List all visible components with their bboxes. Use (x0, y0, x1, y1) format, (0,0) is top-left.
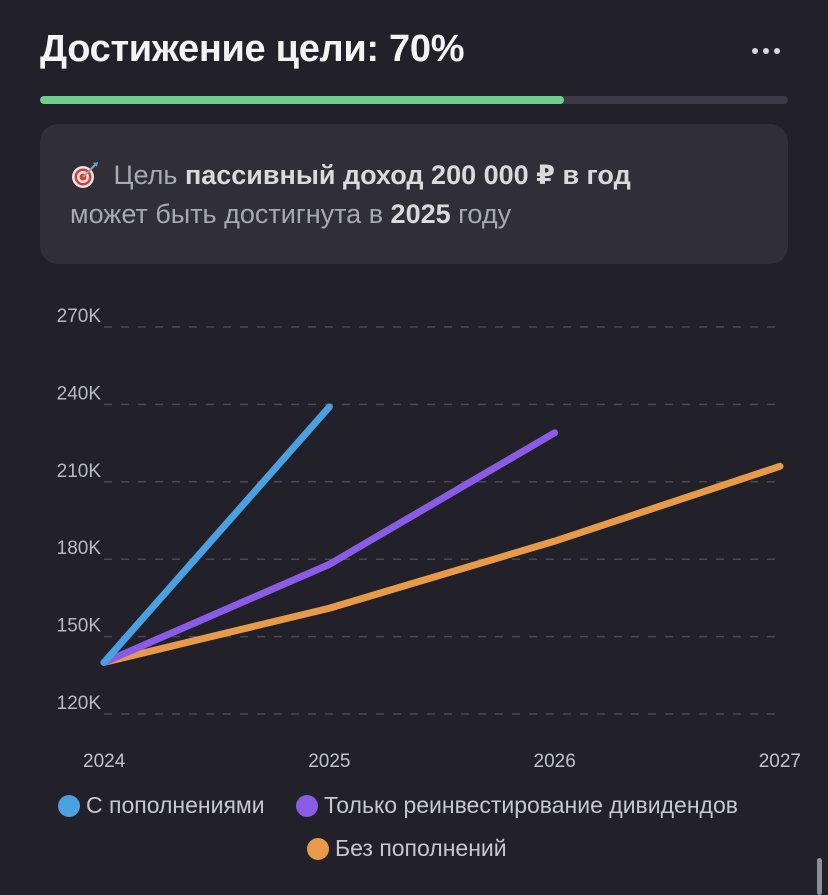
target-dart-icon (72, 162, 98, 188)
y-tick-label: 150K (57, 616, 102, 637)
more-options-button[interactable] (744, 34, 788, 68)
legend-dot (58, 794, 80, 817)
y-tick-label: 180K (57, 538, 102, 559)
more-dot (774, 48, 780, 54)
goal-progress-bar (40, 96, 788, 104)
more-dot (763, 48, 769, 54)
goal-line-1: Цель пассивный доход 200 000 ₽ в год (70, 156, 758, 195)
x-tick-label: 2027 (759, 751, 801, 772)
legend-item-with-deposits[interactable]: С пополнениями (58, 792, 265, 819)
legend-item-no-deposits[interactable]: Без пополнений (307, 835, 507, 862)
y-tick-label: 210K (57, 461, 102, 482)
projection-chart-svg: 120K 150K 180K 210K 240K 270K 2024 2025 2026 2027 (57, 306, 801, 772)
x-tick-label: 2024 (83, 751, 126, 772)
legend-label: Без пополнений (335, 835, 507, 861)
series-line-1[interactable] (100, 429, 559, 666)
goal-line-2: может быть достигнута в 2025 году (70, 195, 758, 234)
legend-dot (307, 837, 329, 860)
goal-info-card: Цель пассивный доход 200 000 ₽ в год мож… (40, 124, 788, 264)
y-tick-label: 270K (57, 306, 102, 327)
chart-legend: С пополнениями Только реинвестирование д… (0, 786, 828, 876)
projection-chart: 120K 150K 180K 210K 240K 270K 2024 2025 2026 2027 (0, 290, 828, 780)
more-dot (752, 48, 758, 54)
goal-name: пассивный доход 200 000 ₽ в год (184, 160, 631, 190)
goal-year: 2025 (390, 199, 451, 229)
x-tick-label: 2026 (534, 751, 576, 772)
goal-prefix: Цель (113, 160, 178, 190)
legend-dot (296, 794, 318, 817)
series-line-2[interactable] (100, 462, 784, 666)
legend-label: Только реинвестирование дивидендов (324, 792, 738, 818)
page-title: Достижение цели: 70% (40, 28, 465, 70)
y-tick-label: 240K (57, 383, 102, 404)
series-line-0[interactable] (100, 403, 333, 666)
goal-progress-fill (40, 96, 564, 104)
legend-label: С пополнениями (86, 792, 265, 818)
legend-item-reinvest-dividends[interactable]: Только реинвестирование дивидендов (296, 792, 738, 819)
y-tick-label: 120K (57, 693, 102, 714)
goal-reach-prefix: может быть достигнута в (70, 199, 384, 229)
header: Достижение цели: 70% (40, 28, 788, 80)
x-tick-label: 2025 (308, 751, 350, 772)
goal-reach-suffix: году (458, 199, 512, 229)
scrollbar[interactable] (817, 858, 822, 895)
